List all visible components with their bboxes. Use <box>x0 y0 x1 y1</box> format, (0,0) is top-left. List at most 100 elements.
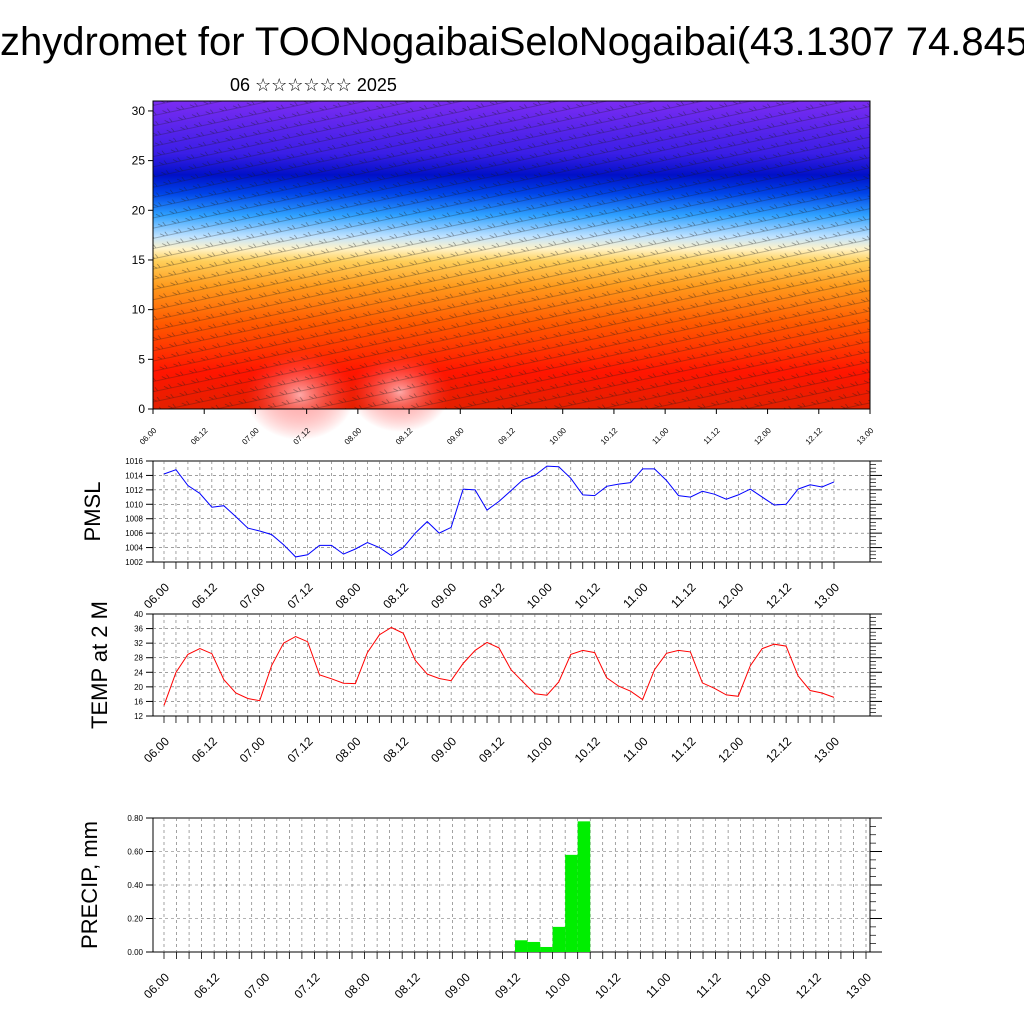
y-tick-label: 20 <box>134 683 143 692</box>
x-tick-label: 11.12 <box>702 426 722 446</box>
x-tick-label: 11.00 <box>620 734 651 765</box>
x-tick-label: 07.00 <box>237 580 268 611</box>
x-tick-label: 09.00 <box>445 426 466 447</box>
y-tick-label: 1010 <box>125 500 143 509</box>
x-tick-label: 06.00 <box>141 580 172 611</box>
x-tick-label: 08.12 <box>380 580 411 611</box>
y-tick-label: 12 <box>134 712 143 721</box>
x-tick-label: 09.12 <box>476 580 507 611</box>
x-tick-label: 07.00 <box>240 426 261 447</box>
chart-subtitle: 06 ☆☆☆☆☆☆ 2025 <box>230 75 397 95</box>
y-tick-label: 0.60 <box>127 848 143 857</box>
y-tick-label: 25 <box>132 154 146 168</box>
x-tick-label: 09.12 <box>476 734 507 765</box>
x-tick-label: 12.12 <box>763 580 794 611</box>
precip-bar <box>565 854 578 952</box>
y-tick-label: 40 <box>134 610 143 619</box>
x-tick-label: 06.12 <box>189 734 220 765</box>
x-tick-label: 11.12 <box>693 970 724 1001</box>
x-tick-label: 11.00 <box>650 426 670 446</box>
x-tick-label: 11.12 <box>668 580 699 611</box>
x-tick-label: 12.00 <box>715 580 746 611</box>
x-tick-label: 06.12 <box>191 970 222 1001</box>
x-tick-label: 08.00 <box>332 580 363 611</box>
y-axis-label: TEMP at 2 M <box>87 601 112 729</box>
x-tick-label: 09.00 <box>428 580 459 611</box>
y-tick-label: 1004 <box>125 544 143 553</box>
y-tick-label: 32 <box>134 639 143 648</box>
x-tick-label: 12.00 <box>715 734 746 765</box>
precip-bar <box>577 821 591 952</box>
x-tick-label: 10.12 <box>572 734 603 765</box>
y-tick-label: 1006 <box>125 529 143 538</box>
x-tick-label: 13.00 <box>843 970 874 1001</box>
y-axis-label: PRECIP, mm <box>77 821 102 949</box>
y-tick-label: 5 <box>138 352 145 366</box>
x-tick-label: 08.12 <box>392 970 423 1001</box>
x-tick-label: 12.12 <box>763 734 794 765</box>
x-tick-label: 10.00 <box>524 734 555 765</box>
x-tick-label: 07.12 <box>285 734 316 765</box>
x-tick-label: 11.12 <box>668 734 699 765</box>
y-tick-label: 0.40 <box>127 881 143 890</box>
y-tick-label: 20 <box>132 203 146 217</box>
x-tick-label: 06.00 <box>138 426 159 447</box>
y-tick-label: 10 <box>132 303 146 317</box>
y-tick-label: 28 <box>134 654 143 663</box>
x-tick-label: 13.00 <box>855 426 876 447</box>
y-tick-label: 15 <box>132 253 146 267</box>
precip-bar <box>515 940 528 952</box>
x-tick-label: 07.12 <box>291 970 322 1001</box>
x-tick-label: 07.00 <box>237 734 268 765</box>
x-tick-label: 12.12 <box>793 970 824 1001</box>
x-tick-label: 06.00 <box>141 734 172 765</box>
y-tick-label: 1012 <box>125 486 143 495</box>
y-tick-label: 30 <box>132 104 146 118</box>
wind-vectors <box>153 101 870 409</box>
temperature-panel: 12 16 20 24 28 32 36 40 06.00 06.12 07.00 07.12 08.0… <box>87 601 882 765</box>
x-tick-label: 12.12 <box>804 426 825 447</box>
page-title: zhydromet for TOONogaibaiSeloNogaibai(43… <box>0 20 1024 64</box>
y-tick-label: 16 <box>134 697 143 706</box>
x-tick-label: 08.00 <box>343 426 364 447</box>
y-tick-label: 1014 <box>125 471 143 480</box>
precipitation-panel: 0.00 0.20 0.40 0.60 0.80 06.00 06.12 07.00 07.12… <box>77 814 882 1001</box>
x-tick-label: 08.12 <box>380 734 411 765</box>
x-tick-label: 08.00 <box>332 734 363 765</box>
x-tick-label: 13.00 <box>811 580 842 611</box>
x-tick-label: 12.00 <box>752 426 773 447</box>
x-tick-label: 09.12 <box>496 426 517 447</box>
y-tick-label: 0.80 <box>127 814 143 823</box>
y-tick-label: 1016 <box>125 457 143 466</box>
y-tick-label: 1002 <box>125 558 143 567</box>
x-tick-label: 09.12 <box>492 970 523 1001</box>
x-tick-label: 10.12 <box>599 426 620 447</box>
y-tick-label: 0.00 <box>127 948 143 957</box>
precip-bar <box>552 926 566 952</box>
x-tick-label: 06.12 <box>189 580 220 611</box>
x-tick-label: 11.00 <box>620 580 651 611</box>
x-tick-label: 10.12 <box>572 580 603 611</box>
y-tick-label: 0 <box>138 402 145 416</box>
x-tick-label: 09.00 <box>442 970 473 1001</box>
x-tick-label: 10.00 <box>548 426 569 447</box>
x-tick-label: 06.00 <box>141 970 172 1001</box>
precip-bar <box>540 946 553 952</box>
y-tick-label: 24 <box>134 668 143 677</box>
x-tick-label: 10.12 <box>592 970 623 1001</box>
y-axis-label: PMSL <box>80 482 105 542</box>
x-tick-label: 09.00 <box>428 734 459 765</box>
x-tick-label: 13.00 <box>811 734 842 765</box>
y-tick-label: 36 <box>134 625 143 634</box>
x-tick-label: 10.00 <box>542 970 573 1001</box>
pmsl-panel: 1002 1004 1006 1008 1010 1012 1014 1016 06.00 06.… <box>80 457 882 611</box>
x-tick-label: 11.00 <box>643 970 674 1001</box>
x-tick-label: 07.12 <box>285 580 316 611</box>
y-tick-label: 0.20 <box>127 915 143 924</box>
y-tick-label: 1008 <box>125 515 143 524</box>
plot-frame <box>152 817 871 953</box>
precip-bar <box>527 941 541 952</box>
x-tick-label: 10.00 <box>524 580 555 611</box>
